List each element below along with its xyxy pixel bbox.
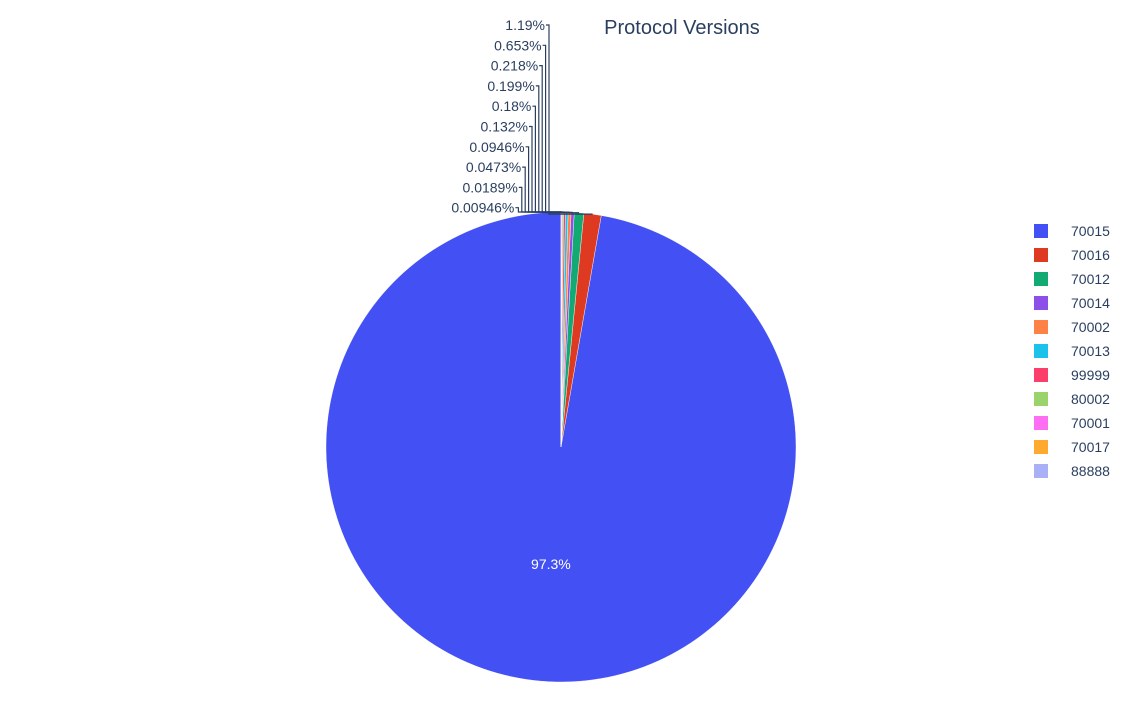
- legend-swatch: [1034, 320, 1048, 334]
- leader-line-70016: [546, 24, 593, 215]
- slice-label-80002: 0.0946%: [469, 139, 524, 155]
- legend-item-70014[interactable]: 70014: [1034, 295, 1110, 311]
- legend-item-88888[interactable]: 88888: [1034, 463, 1110, 479]
- slice-label-70001: 0.0473%: [466, 159, 521, 175]
- slice-labels: 97.3% 1.19% 0.653% 0.218% 0.199% 0.18% 0.132% 0…: [451, 17, 570, 572]
- legend-item-70016[interactable]: 70016: [1034, 247, 1110, 263]
- legend-swatch: [1034, 392, 1048, 406]
- slice-label-99999: 0.132%: [481, 119, 528, 135]
- legend-swatch: [1034, 368, 1048, 382]
- slice-label-70012: 0.653%: [494, 37, 541, 53]
- legend-item-80002[interactable]: 80002: [1034, 391, 1110, 407]
- slice-label-70017: 0.0189%: [463, 179, 518, 195]
- legend-label: 99999: [1071, 367, 1110, 383]
- legend-swatch: [1034, 344, 1048, 358]
- legend-swatch: [1034, 224, 1048, 238]
- chart-title: Protocol Versions: [604, 17, 760, 39]
- legend-label: 70012: [1071, 271, 1110, 287]
- legend-item-70013[interactable]: 70013: [1034, 343, 1110, 359]
- slice-label-70013: 0.18%: [492, 98, 532, 114]
- legend-swatch: [1034, 296, 1048, 310]
- slice-label-70002: 0.199%: [487, 78, 534, 94]
- legend-swatch: [1034, 416, 1048, 430]
- legend-item-70017[interactable]: 70017: [1034, 439, 1110, 455]
- leader-line-70002: [535, 85, 570, 213]
- legend-label: 88888: [1071, 463, 1110, 479]
- pie-slices: [325, 211, 797, 683]
- legend-label: 70015: [1071, 223, 1110, 239]
- leader-line-99999: [529, 125, 565, 213]
- slice-label-88888: 0.00946%: [451, 200, 514, 216]
- legend-label: 70002: [1071, 319, 1110, 335]
- legend-label: 70001: [1071, 415, 1110, 431]
- slice-label-70016: 1.19%: [505, 17, 545, 33]
- leader-line-70014: [539, 64, 573, 213]
- legend-item-70001[interactable]: 70001: [1034, 415, 1110, 431]
- legend-item-70012[interactable]: 70012: [1034, 271, 1110, 287]
- legend-swatch: [1034, 272, 1048, 286]
- slice-label-70015: 97.3%: [531, 556, 571, 572]
- legend-item-70015[interactable]: 70015: [1034, 223, 1110, 239]
- legend-label: 70016: [1071, 247, 1110, 263]
- legend-swatch: [1034, 248, 1048, 262]
- legend-label: 80002: [1071, 391, 1110, 407]
- leader-line-88888: [515, 207, 562, 213]
- leader-lines: [515, 24, 593, 215]
- legend-item-70002[interactable]: 70002: [1034, 319, 1110, 335]
- slice-label-70014: 0.218%: [491, 58, 538, 74]
- leader-line-80002: [525, 146, 563, 213]
- legend-swatch: [1034, 464, 1048, 478]
- legend-label: 70014: [1071, 295, 1110, 311]
- legend[interactable]: 70015 70016 70012 70014 70002 70013 99999 80002…: [1034, 223, 1110, 479]
- legend-swatch: [1034, 440, 1048, 454]
- legend-label: 70013: [1071, 343, 1110, 359]
- legend-item-99999[interactable]: 99999: [1034, 367, 1110, 383]
- leader-line-70012: [542, 44, 580, 214]
- legend-label: 70017: [1071, 439, 1110, 455]
